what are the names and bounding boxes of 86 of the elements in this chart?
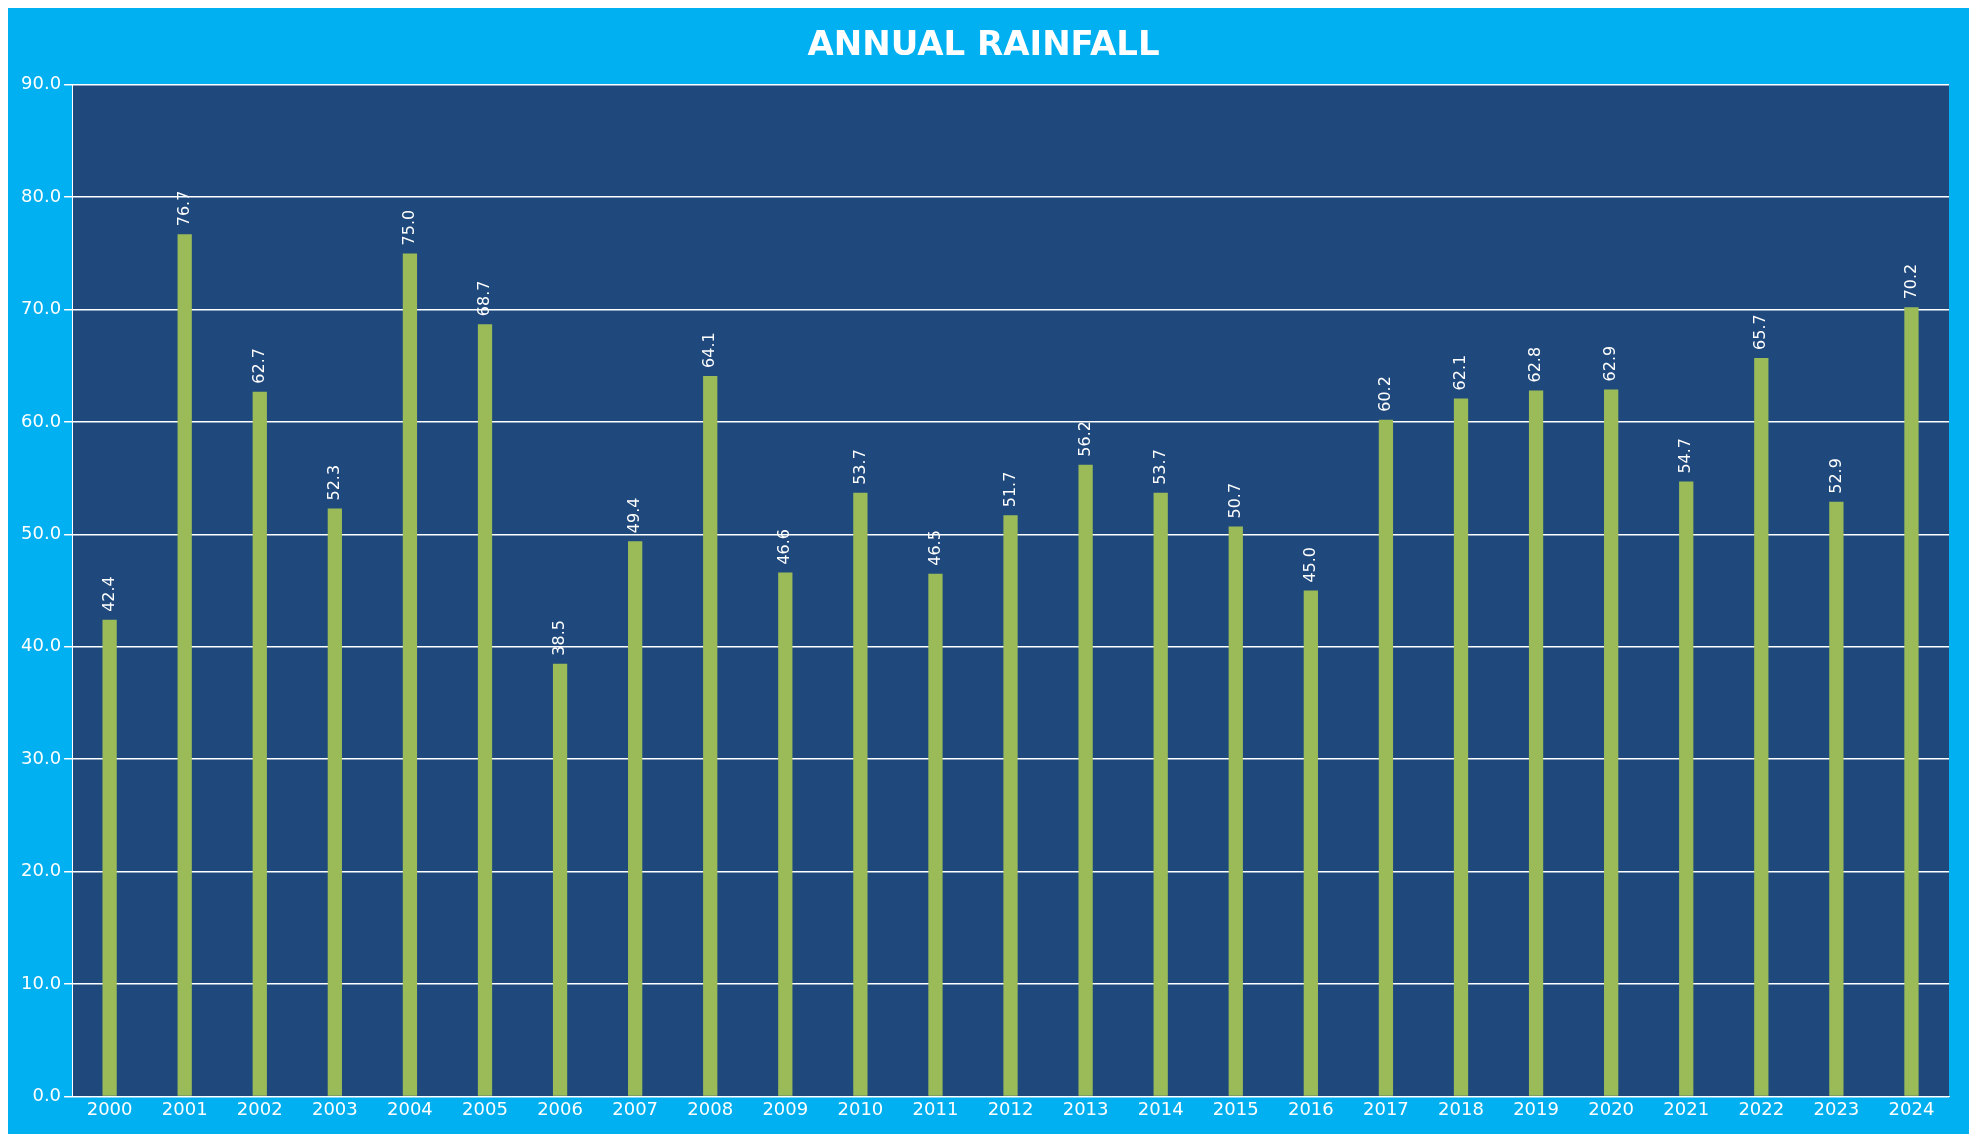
x-tick-label: 2002: [236, 1097, 283, 1119]
data-label: 51.7: [999, 471, 1019, 508]
bar: [1679, 481, 1694, 1096]
x-tick-label: 2010: [837, 1097, 884, 1119]
x-tick-label: 2019: [1513, 1097, 1559, 1119]
data-label: 46.5: [924, 530, 944, 566]
bar: [1153, 492, 1168, 1096]
data-label: 70.2: [1900, 263, 1920, 300]
data-label: 53.7: [849, 449, 869, 485]
y-tick-label: 80.0: [21, 184, 62, 206]
data-label: 53.7: [1149, 449, 1169, 485]
bar: [327, 508, 342, 1096]
bar: [177, 234, 192, 1096]
data-label: 50.7: [1224, 482, 1244, 519]
x-tick-label: 2021: [1663, 1097, 1710, 1119]
y-tick-label: 0.0: [32, 1084, 62, 1106]
x-tick-label: 2007: [612, 1097, 659, 1119]
data-label: 38.5: [549, 620, 569, 656]
data-label: 62.1: [1450, 354, 1470, 391]
x-tick-label: 2023: [1813, 1097, 1860, 1119]
data-label: 68.7: [474, 280, 494, 317]
data-label: 62.8: [1525, 346, 1545, 383]
x-tick-label: 2004: [387, 1097, 433, 1119]
bar: [1604, 389, 1619, 1096]
bar: [853, 492, 868, 1096]
x-tick-label: 2024: [1888, 1097, 1935, 1119]
x-tick-label: 2001: [161, 1097, 208, 1119]
bar: [1754, 357, 1769, 1096]
x-tick-label: 2013: [1062, 1097, 1109, 1119]
data-label: 62.7: [248, 348, 268, 384]
x-tick-label: 2020: [1588, 1097, 1635, 1119]
data-label: 52.3: [324, 464, 343, 501]
x-tick-label: 2012: [987, 1097, 1034, 1119]
data-label: 54.7: [1675, 437, 1695, 474]
bar: [1003, 515, 1018, 1096]
bar: [477, 324, 493, 1096]
x-tick-label: 2017: [1363, 1097, 1409, 1119]
x-tick-label: 2016: [1287, 1097, 1334, 1119]
bar: [252, 391, 267, 1096]
data-label: 52.9: [1825, 458, 1845, 494]
x-tick-label: 2015: [1212, 1097, 1259, 1119]
data-label: 64.1: [699, 332, 719, 368]
x-tick-label: 2006: [537, 1097, 583, 1119]
y-tick-label: 30.0: [21, 746, 62, 768]
bar: [1904, 307, 1919, 1096]
y-tick-label: 90.0: [21, 72, 62, 94]
x-tick-label: 2022: [1738, 1097, 1785, 1119]
bar: [1829, 501, 1844, 1096]
bar: [628, 541, 643, 1096]
chart-title: ANNUAL RAINFALL: [807, 23, 1160, 64]
data-label: 62.9: [1600, 345, 1620, 382]
x-tick-label: 2014: [1137, 1097, 1184, 1119]
data-label: 65.7: [1750, 314, 1770, 350]
bar: [102, 619, 117, 1096]
data-label: 45.0: [1300, 546, 1319, 583]
x-tick-label: 2018: [1438, 1097, 1484, 1119]
bar: [1528, 390, 1544, 1096]
data-label: 60.2: [1375, 376, 1395, 412]
data-label: 49.4: [624, 497, 644, 534]
y-tick-label: 40.0: [21, 634, 62, 656]
bar: [552, 663, 568, 1096]
y-tick-label: 20.0: [21, 859, 62, 881]
y-tick-label: 50.0: [21, 522, 62, 544]
x-tick-label: 2003: [311, 1097, 358, 1119]
data-label: 56.2: [1074, 421, 1094, 457]
y-tick-label: 70.0: [21, 297, 62, 319]
y-tick-label: 60.0: [21, 409, 62, 431]
x-tick-label: 2008: [687, 1097, 734, 1119]
bar: [1378, 419, 1394, 1096]
bar: [1453, 398, 1469, 1096]
bar: [1228, 526, 1243, 1096]
x-tick-label: 2000: [86, 1097, 133, 1119]
data-label: 42.4: [98, 576, 118, 612]
bar: [928, 573, 943, 1096]
x-tick-label: 2011: [912, 1097, 959, 1119]
data-label: 76.7: [173, 190, 193, 227]
x-tick-label: 2005: [462, 1097, 508, 1119]
data-label: 46.6: [774, 528, 794, 565]
bar: [703, 375, 718, 1096]
data-label: 75.0: [399, 209, 419, 246]
bar: [778, 572, 793, 1096]
x-tick-label: 2009: [762, 1097, 809, 1119]
bar: [1078, 464, 1093, 1096]
bar: [1303, 590, 1318, 1096]
y-tick-label: 10.0: [21, 971, 62, 993]
bar: [402, 253, 418, 1096]
